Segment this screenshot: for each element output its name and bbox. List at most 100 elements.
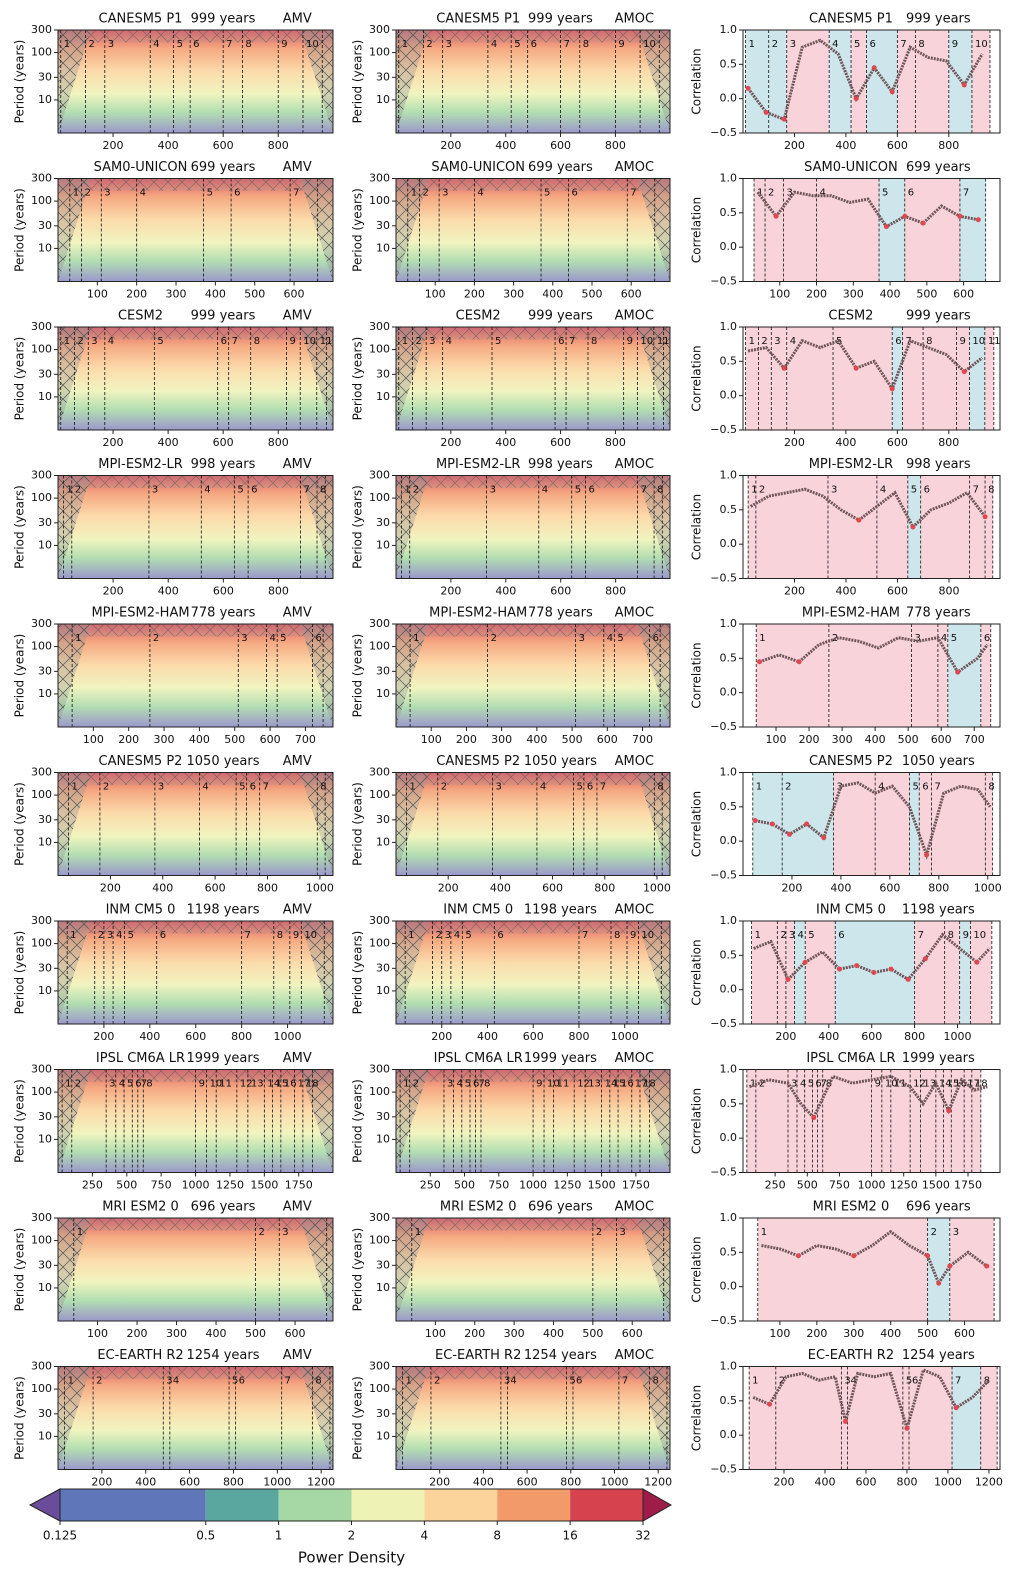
y-tick-label: −0.5	[710, 1314, 737, 1327]
y-tick-label: 300	[31, 617, 52, 630]
low-correlation-point	[871, 970, 876, 975]
panel-variable: AMV	[283, 903, 312, 918]
segment-label: 6	[912, 1376, 918, 1387]
low-correlation-point	[954, 1405, 959, 1410]
y-tick-label: −0.5	[710, 275, 737, 288]
x-tick-label: 400	[158, 139, 179, 152]
y-tick-label: 30	[376, 1407, 390, 1420]
x-tick-label: 600	[185, 1030, 206, 1043]
y-tick-label: 10	[38, 835, 52, 848]
segment-label: 4	[140, 188, 146, 199]
low-correlation-point	[746, 86, 751, 91]
panel-model: CESM2	[828, 309, 873, 324]
segment-label: 3	[490, 485, 496, 496]
y-tick-label: 30	[38, 219, 52, 232]
segment-label: 3	[108, 39, 114, 50]
x-tick-label: 200	[429, 1476, 450, 1489]
segment-label: 7	[622, 1376, 628, 1387]
segment-label: 3	[504, 1376, 510, 1387]
y-axis-label: Period (years)	[351, 485, 365, 569]
x-tick-label: 400	[189, 733, 210, 746]
segment-label: 7	[918, 930, 924, 941]
panel-variable: AMOC	[615, 309, 654, 324]
x-tick-label: 600	[179, 1476, 200, 1489]
y-tick-label: 1.0	[720, 1211, 738, 1224]
segment-label: 6	[922, 782, 928, 793]
segment-label: 2	[761, 336, 767, 347]
y-axis-label: Period (years)	[351, 1228, 365, 1312]
segment-label: 8	[315, 1376, 321, 1387]
panel-length: 1050 years	[187, 754, 260, 769]
x-tick-label: 500	[581, 288, 602, 301]
x-tick-label: 600	[284, 288, 305, 301]
y-tick-label: −0.5	[710, 1463, 737, 1476]
low-correlation-point	[923, 956, 928, 961]
y-axis-label: Period (years)	[13, 40, 27, 124]
plot-area: 12345678	[58, 1367, 333, 1470]
segment-label: 3	[789, 930, 795, 941]
x-tick-label: 1000	[643, 882, 671, 895]
panel-model: EC-EARTH R2	[808, 1348, 894, 1363]
y-tick-label: 300	[31, 469, 52, 482]
x-tick-label: 400	[139, 1030, 160, 1043]
panel-length: 999 years	[191, 12, 256, 27]
y-tick-label: −0.5	[710, 1166, 737, 1179]
x-tick-label: 200	[440, 436, 461, 449]
panel-length: 1198 years	[524, 903, 597, 918]
segment-label: 3	[446, 39, 452, 50]
x-tick-label: 200	[775, 1030, 796, 1043]
x-tick-label: 500	[917, 1327, 938, 1340]
y-tick-label: 10	[376, 835, 390, 848]
y-tick-label: 100	[31, 343, 52, 356]
y-tick-label: 300	[31, 1063, 52, 1076]
spectrum-background	[58, 476, 333, 579]
panel-variable: AMOC	[615, 1051, 654, 1066]
y-axis-label: Correlation	[690, 48, 704, 114]
low-correlation-point	[974, 960, 979, 965]
x-tick-label: 100	[87, 288, 108, 301]
segment-label: 5	[237, 485, 243, 496]
segment-label: 1	[409, 782, 415, 793]
low-correlation-point	[984, 1264, 989, 1269]
low-correlation-point	[803, 960, 808, 965]
x-tick-label: 800	[904, 1030, 925, 1043]
segment-label: 3	[107, 930, 113, 941]
segment-label: 7	[263, 782, 269, 793]
segment-label: 8	[948, 930, 954, 941]
segment-label: 9	[293, 930, 299, 941]
segment-label: 3	[104, 188, 110, 199]
segment-label: 1	[65, 1079, 71, 1090]
x-tick-label: 1000	[944, 1030, 972, 1043]
low-correlation-point	[854, 963, 859, 968]
y-axis-label: Correlation	[690, 494, 704, 560]
y-tick-label: 100	[369, 937, 390, 950]
x-tick-label: 200	[773, 1476, 794, 1489]
y-tick-label: 0.5	[720, 1394, 738, 1407]
low-correlation-point	[764, 110, 769, 115]
y-axis-label: Period (years)	[13, 1228, 27, 1312]
segment-label: 3	[445, 930, 451, 941]
segment-label: 13	[588, 1079, 601, 1090]
x-tick-label: 200	[784, 585, 805, 598]
panel-length: 1254 years	[902, 1348, 975, 1363]
y-tick-label: 10	[376, 1132, 390, 1145]
panel-variable: AMOC	[615, 12, 654, 27]
x-tick-label: 600	[550, 139, 571, 152]
segment-label: 7	[934, 782, 940, 793]
segment-shade	[758, 1218, 928, 1321]
segment-label: 5	[239, 782, 245, 793]
segment-label: 11	[219, 1079, 232, 1090]
panel-length: 699 years	[191, 160, 256, 175]
panel-model: CANESM5 P1	[436, 12, 520, 27]
segment-label: 1	[403, 1079, 409, 1090]
plot-area: 12345678910	[752, 921, 992, 1024]
y-tick-label: 300	[369, 23, 390, 36]
x-tick-label: 600	[887, 436, 908, 449]
x-tick-label: 400	[830, 882, 851, 895]
spectrum-background	[396, 773, 670, 876]
panel-model: INM CM5 0	[816, 903, 886, 918]
y-axis-label: Period (years)	[13, 337, 27, 421]
segment-label: 2	[413, 485, 419, 496]
panel-length: 778 years	[528, 606, 593, 621]
y-tick-label: 10	[38, 390, 52, 403]
